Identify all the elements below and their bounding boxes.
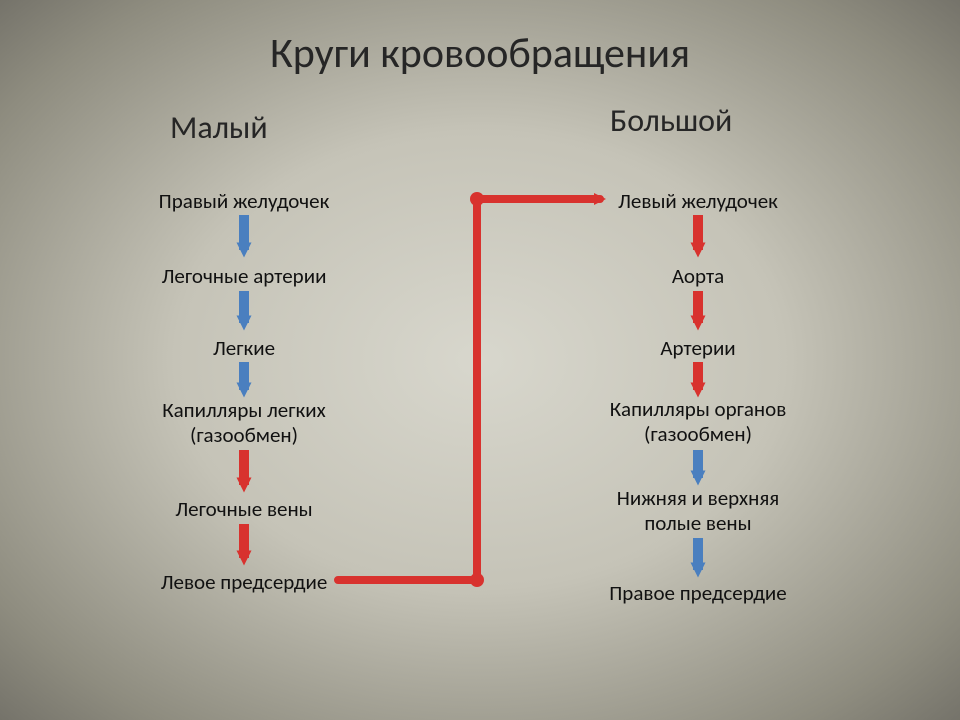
right-node: Левый желудочек — [618, 189, 778, 214]
subtitle-left: Малый — [170, 108, 268, 147]
right-node: Нижняя и верхняяполые вены — [617, 486, 779, 536]
subtitle-right: Большой — [610, 101, 732, 140]
left-node: Правый желудочек — [159, 189, 330, 214]
right-node: Правое предсердие — [609, 581, 787, 606]
left-node: Легочные вены — [175, 497, 312, 522]
left-node: Легочные артерии — [162, 264, 327, 289]
right-node: Аорта — [672, 264, 724, 289]
left-node: Левое предсердие — [161, 570, 328, 595]
diagram-canvas — [0, 0, 960, 720]
slide: Круги кровообращения Малый Большой Правы… — [0, 0, 960, 720]
left-node: Легкие — [213, 336, 275, 361]
slide-title: Круги кровообращения — [0, 28, 960, 79]
left-node: Капилляры легких(газообмен) — [162, 398, 325, 448]
right-node: Артерии — [660, 336, 735, 361]
right-node: Капилляры органов(газообмен) — [610, 397, 787, 447]
